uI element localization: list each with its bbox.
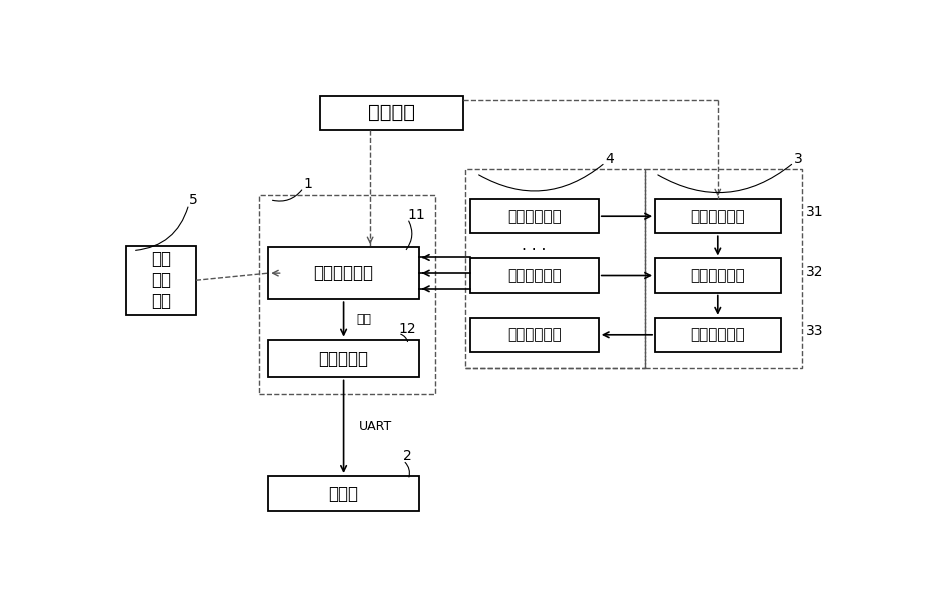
Bar (655, 318, 781, 352)
Text: 信号放大模块: 信号放大模块 (690, 268, 746, 283)
Text: 北斗卫星: 北斗卫星 (368, 103, 415, 123)
Text: 北斗卫星天线: 北斗卫星天线 (314, 264, 374, 282)
Bar (470, 318, 598, 352)
Text: 信号接收模块: 信号接收模块 (690, 209, 746, 224)
Bar (465, 169, 645, 368)
Text: 信号转发模块: 信号转发模块 (507, 268, 561, 283)
Bar (645, 169, 802, 368)
Text: 上位机: 上位机 (328, 485, 359, 503)
Text: 12: 12 (398, 322, 415, 336)
Text: 2: 2 (403, 450, 412, 463)
Bar (320, 95, 463, 130)
Bar (268, 247, 419, 299)
Text: 5: 5 (189, 193, 198, 208)
Bar (268, 339, 419, 378)
Text: 有线: 有线 (356, 313, 372, 326)
Text: 信号转发模块: 信号转发模块 (507, 209, 561, 224)
Text: 33: 33 (806, 324, 823, 338)
Bar (126, 246, 196, 315)
Bar (259, 195, 435, 394)
Bar (655, 199, 781, 233)
Text: 北斗接收仪: 北斗接收仪 (318, 349, 368, 368)
Text: 4: 4 (605, 152, 614, 166)
Bar (470, 259, 598, 293)
Bar (470, 199, 598, 233)
Text: 北斗
卫星
基站: 北斗 卫星 基站 (151, 251, 171, 310)
Text: . . .: . . . (522, 238, 547, 253)
Text: 信号发送模块: 信号发送模块 (690, 327, 746, 342)
Text: 11: 11 (407, 208, 426, 222)
Text: 3: 3 (794, 152, 803, 166)
Text: 1: 1 (303, 177, 313, 191)
Bar (268, 476, 419, 511)
Text: 32: 32 (806, 264, 823, 278)
Text: UART: UART (359, 420, 392, 433)
Text: 信号转发模块: 信号转发模块 (507, 327, 561, 342)
Text: 31: 31 (806, 205, 823, 219)
Bar (655, 259, 781, 293)
